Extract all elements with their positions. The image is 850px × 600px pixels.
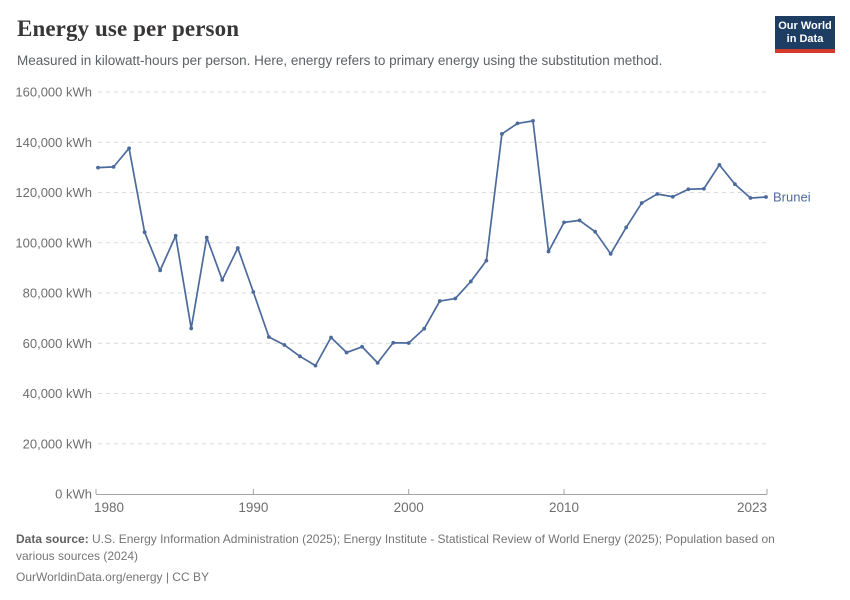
series-label-brunei[interactable]: Brunei xyxy=(773,190,811,205)
data-point[interactable] xyxy=(344,350,349,355)
data-source-line: Data source: U.S. Energy Information Adm… xyxy=(16,531,816,564)
y-tick-label: 60,000 kWh xyxy=(23,336,92,351)
data-point[interactable] xyxy=(173,233,178,238)
data-point[interactable] xyxy=(251,290,256,294)
data-point[interactable] xyxy=(748,196,753,200)
data-point[interactable] xyxy=(96,165,100,170)
data-source-label: Data source: xyxy=(16,532,89,546)
x-tick-label: 1980 xyxy=(94,500,124,515)
x-tick-label: 2023 xyxy=(737,500,767,515)
data-point[interactable] xyxy=(624,225,629,230)
x-tick-label: 2000 xyxy=(394,500,424,515)
data-point[interactable] xyxy=(422,326,427,331)
data-point[interactable] xyxy=(406,341,411,345)
data-point[interactable] xyxy=(282,343,287,347)
y-tick-label: 80,000 kWh xyxy=(23,286,92,301)
data-source-text: U.S. Energy Information Administration (… xyxy=(16,532,775,563)
data-point[interactable] xyxy=(313,363,318,368)
data-point[interactable] xyxy=(500,132,504,136)
data-point[interactable] xyxy=(142,230,147,235)
chart-header: Energy use per person Measured in kilowa… xyxy=(0,0,850,78)
data-point[interactable] xyxy=(437,299,442,303)
data-point[interactable] xyxy=(717,162,722,167)
owid-logo: Our World in Data xyxy=(775,16,835,53)
y-tick-label: 40,000 kWh xyxy=(23,386,92,401)
y-tick-label: 0 kWh xyxy=(55,487,92,502)
data-point[interactable] xyxy=(298,354,302,359)
data-point[interactable] xyxy=(453,296,458,301)
line-chart-canvas[interactable]: 0 kWh 20,000 kWh 40,000 kWh 60,000 kWh 80,00… xyxy=(0,78,850,526)
data-point[interactable] xyxy=(531,118,535,123)
data-point[interactable] xyxy=(360,344,364,349)
data-point[interactable] xyxy=(608,251,613,256)
chart-footer: Data source: U.S. Energy Information Adm… xyxy=(16,531,816,586)
page-subtitle: Measured in kilowatt-hours per person. H… xyxy=(17,53,663,68)
data-point[interactable] xyxy=(158,268,163,273)
page-title: Energy use per person xyxy=(17,16,240,41)
data-point[interactable] xyxy=(111,164,116,169)
data-point[interactable] xyxy=(686,187,691,192)
x-tick-label: 2010 xyxy=(549,500,579,515)
data-point[interactable] xyxy=(593,229,598,234)
y-tick-label: 100,000 kWh xyxy=(15,235,92,250)
data-point[interactable] xyxy=(546,249,551,254)
y-tick-label: 140,000 kWh xyxy=(15,135,92,150)
data-point[interactable] xyxy=(577,218,582,223)
data-point[interactable] xyxy=(329,335,333,340)
data-point[interactable] xyxy=(515,121,520,126)
data-point[interactable] xyxy=(655,192,660,196)
data-line-brunei[interactable] xyxy=(97,120,767,367)
data-point[interactable] xyxy=(764,195,768,199)
data-point[interactable] xyxy=(375,360,380,365)
data-point[interactable] xyxy=(235,246,240,250)
data-point[interactable] xyxy=(562,220,566,225)
y-tick-label: 20,000 kWh xyxy=(23,436,92,451)
data-point[interactable] xyxy=(468,279,473,284)
data-point[interactable] xyxy=(701,186,706,191)
y-tick-label: 160,000 kWh xyxy=(15,85,92,100)
x-tick-label: 1990 xyxy=(238,500,268,515)
data-point[interactable] xyxy=(670,194,675,199)
data-point[interactable] xyxy=(204,235,209,240)
data-point[interactable] xyxy=(220,278,225,282)
owid-logo-line1: Our World xyxy=(778,19,832,32)
data-point[interactable] xyxy=(733,182,737,187)
license-text: OurWorldinData.org/energy | CC BY xyxy=(16,570,209,584)
data-point[interactable] xyxy=(639,201,644,205)
data-point[interactable] xyxy=(266,335,271,339)
owid-logo-line2: in Data xyxy=(786,32,824,45)
data-point[interactable] xyxy=(391,340,396,345)
data-point[interactable] xyxy=(189,326,194,331)
data-point[interactable] xyxy=(127,146,131,151)
y-tick-label: 120,000 kWh xyxy=(15,185,92,200)
data-point[interactable] xyxy=(484,258,489,263)
